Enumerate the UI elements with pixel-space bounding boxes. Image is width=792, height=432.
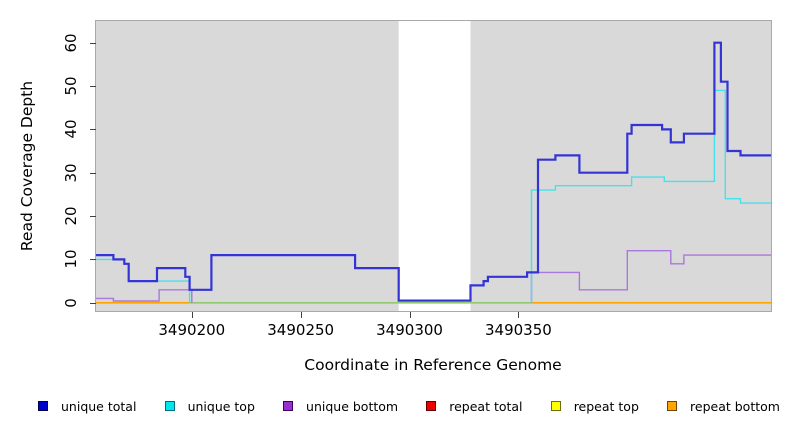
y-tick-label: 40 (62, 119, 80, 139)
legend-item: unique total (38, 399, 136, 414)
y-axis-tick (90, 259, 96, 261)
x-axis-title: Coordinate in Reference Genome (304, 356, 562, 374)
legend-label: unique bottom (306, 398, 399, 414)
legend-label: repeat total (449, 398, 523, 414)
series-unique-bottom (530, 250, 771, 303)
series-unique-total (96, 41, 771, 302)
x-axis-tick (300, 312, 302, 318)
y-axis-tick (90, 302, 96, 304)
legend-swatch-icon (426, 401, 437, 411)
y-axis-tick (90, 172, 96, 174)
legend-swatch-icon (38, 401, 48, 411)
y-tick-label: 10 (62, 249, 80, 269)
legend-swatch-icon (667, 401, 678, 411)
y-axis-tick (90, 42, 96, 44)
y-axis-tick (90, 86, 96, 88)
masked-region (398, 21, 471, 311)
x-tick-label: 3490250 (267, 321, 335, 339)
x-axis-tick (191, 312, 193, 318)
legend-item: repeat top (550, 398, 639, 414)
y-tick-label: 20 (62, 206, 80, 226)
x-tick-label: 3490350 (485, 321, 552, 339)
x-tick-label: 3490200 (158, 321, 226, 339)
legend-swatch-icon (550, 401, 561, 411)
y-axis-title: Read Coverage Depth (18, 80, 36, 252)
legend-swatch-icon (164, 401, 175, 411)
series-unique-top (530, 89, 771, 303)
legend-label: repeat bottom (690, 398, 780, 414)
legend-item: repeat bottom (667, 399, 780, 414)
y-tick-label: 30 (62, 163, 80, 183)
legend-label: unique total (61, 398, 137, 414)
plot-area (95, 20, 772, 312)
legend-swatch-icon (283, 401, 294, 411)
y-tick-label: 60 (62, 33, 80, 53)
legend-label: unique top (187, 398, 255, 414)
coverage-plot-svg (96, 21, 771, 311)
legend: unique total unique top unique bottom repea… (38, 397, 780, 415)
x-axis-tick (518, 312, 520, 318)
legend-label: repeat top (573, 398, 639, 414)
legend-item: unique bottom (283, 399, 398, 414)
legend-item: repeat total (426, 398, 523, 414)
y-axis-tick (90, 129, 96, 131)
y-axis-tick (90, 216, 96, 218)
y-tick-label: 0 (62, 297, 80, 308)
series-unique-bottom (96, 289, 193, 303)
legend-item: unique top (164, 398, 255, 414)
x-axis-tick (409, 312, 411, 318)
y-tick-label: 50 (62, 76, 80, 96)
x-tick-label: 3490300 (376, 321, 443, 339)
